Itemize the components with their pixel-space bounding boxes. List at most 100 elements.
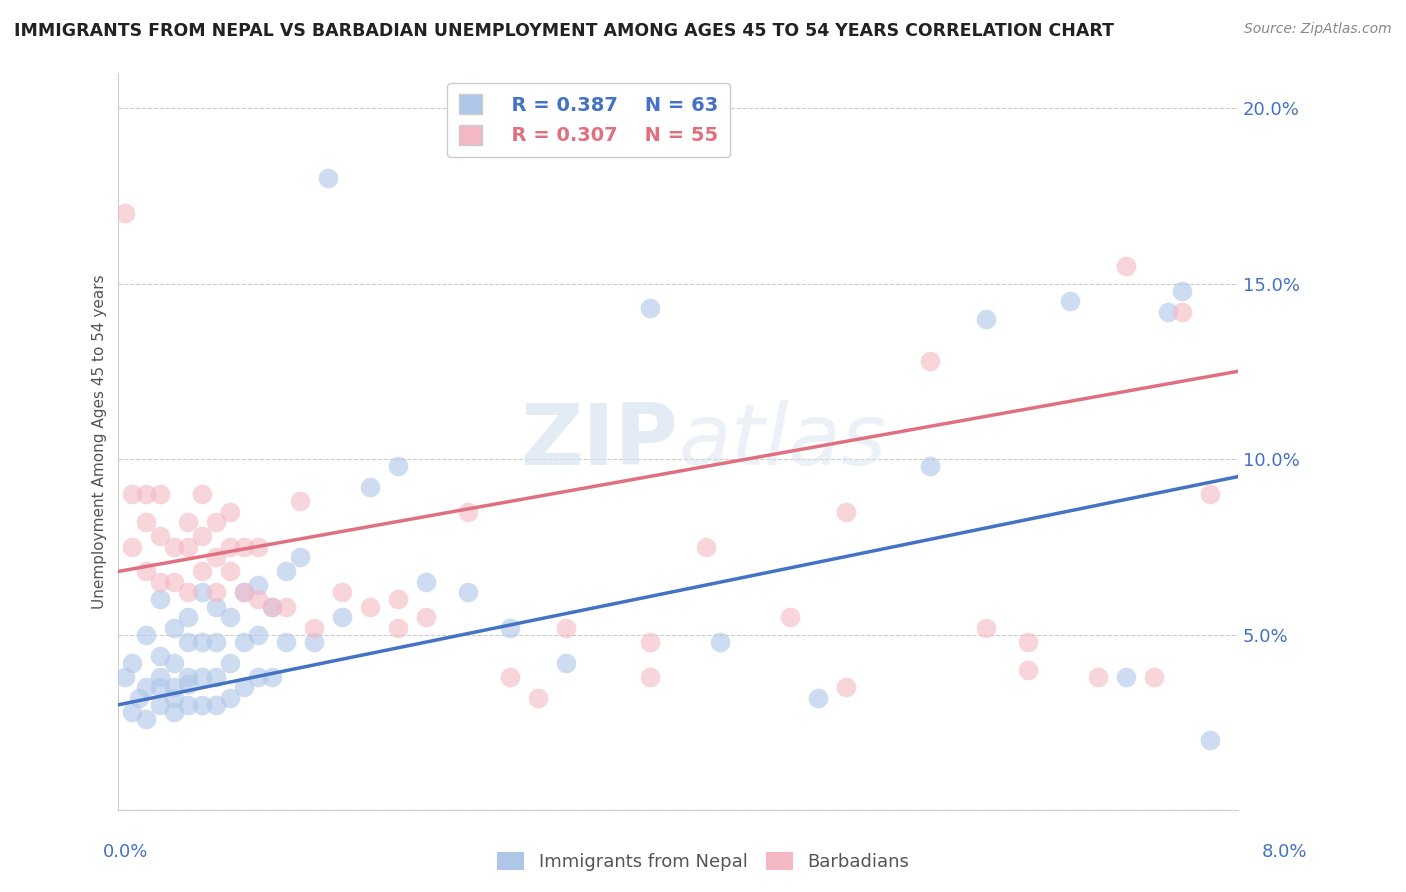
Point	[1143, 670, 1166, 684]
Point	[1198, 732, 1220, 747]
Point	[121, 705, 143, 719]
Point	[1198, 487, 1220, 501]
Point	[779, 610, 801, 624]
Point	[527, 690, 550, 705]
Point	[318, 171, 340, 186]
Point	[638, 301, 661, 315]
Point	[149, 574, 172, 589]
Point	[974, 621, 997, 635]
Point	[387, 459, 409, 474]
Point	[177, 698, 200, 712]
Point	[163, 574, 186, 589]
Point	[387, 592, 409, 607]
Point	[262, 670, 284, 684]
Point	[304, 621, 326, 635]
Point	[695, 540, 717, 554]
Point	[177, 610, 200, 624]
Point	[135, 516, 157, 530]
Point	[205, 670, 228, 684]
Point	[177, 677, 200, 691]
Point	[709, 634, 731, 648]
Point	[457, 585, 479, 599]
Point	[219, 610, 242, 624]
Point	[233, 680, 256, 694]
Point	[233, 585, 256, 599]
Point	[191, 529, 214, 543]
Point	[1017, 634, 1039, 648]
Point	[457, 505, 479, 519]
Text: ZIP: ZIP	[520, 400, 678, 483]
Point	[276, 565, 298, 579]
Point	[219, 505, 242, 519]
Legend:   R = 0.387    N = 63,   R = 0.307    N = 55: R = 0.387 N = 63, R = 0.307 N = 55	[447, 83, 730, 157]
Point	[163, 705, 186, 719]
Point	[918, 353, 941, 368]
Point	[974, 311, 997, 326]
Text: IMMIGRANTS FROM NEPAL VS BARBADIAN UNEMPLOYMENT AMONG AGES 45 TO 54 YEARS CORREL: IMMIGRANTS FROM NEPAL VS BARBADIAN UNEMP…	[14, 22, 1114, 40]
Text: 8.0%: 8.0%	[1263, 843, 1308, 861]
Point	[205, 599, 228, 614]
Point	[149, 529, 172, 543]
Point	[387, 621, 409, 635]
Point	[415, 610, 437, 624]
Point	[177, 670, 200, 684]
Point	[835, 505, 858, 519]
Point	[149, 487, 172, 501]
Point	[262, 599, 284, 614]
Point	[290, 494, 312, 508]
Point	[247, 592, 270, 607]
Point	[219, 565, 242, 579]
Point	[191, 487, 214, 501]
Point	[205, 550, 228, 565]
Point	[359, 480, 381, 494]
Point	[1171, 284, 1194, 298]
Point	[1115, 259, 1137, 273]
Point	[128, 690, 150, 705]
Point	[114, 670, 136, 684]
Point	[135, 680, 157, 694]
Point	[219, 690, 242, 705]
Point	[233, 634, 256, 648]
Point	[135, 627, 157, 641]
Point	[163, 690, 186, 705]
Point	[191, 565, 214, 579]
Text: Source: ZipAtlas.com: Source: ZipAtlas.com	[1244, 22, 1392, 37]
Point	[555, 621, 578, 635]
Point	[233, 585, 256, 599]
Point	[191, 670, 214, 684]
Point	[415, 574, 437, 589]
Point	[330, 610, 353, 624]
Point	[1017, 663, 1039, 677]
Point	[276, 634, 298, 648]
Point	[163, 540, 186, 554]
Point	[247, 578, 270, 592]
Point	[330, 585, 353, 599]
Point	[205, 516, 228, 530]
Point	[247, 540, 270, 554]
Point	[499, 670, 522, 684]
Point	[835, 680, 858, 694]
Point	[121, 540, 143, 554]
Point	[555, 656, 578, 670]
Point	[149, 698, 172, 712]
Point	[149, 670, 172, 684]
Point	[177, 516, 200, 530]
Point	[114, 206, 136, 220]
Point	[135, 565, 157, 579]
Y-axis label: Unemployment Among Ages 45 to 54 years: Unemployment Among Ages 45 to 54 years	[93, 274, 107, 609]
Point	[262, 599, 284, 614]
Point	[205, 698, 228, 712]
Point	[191, 585, 214, 599]
Point	[219, 540, 242, 554]
Point	[290, 550, 312, 565]
Point	[163, 621, 186, 635]
Point	[163, 680, 186, 694]
Point	[247, 627, 270, 641]
Point	[918, 459, 941, 474]
Point	[121, 487, 143, 501]
Point	[638, 670, 661, 684]
Point	[135, 487, 157, 501]
Point	[219, 656, 242, 670]
Point	[177, 540, 200, 554]
Point	[205, 634, 228, 648]
